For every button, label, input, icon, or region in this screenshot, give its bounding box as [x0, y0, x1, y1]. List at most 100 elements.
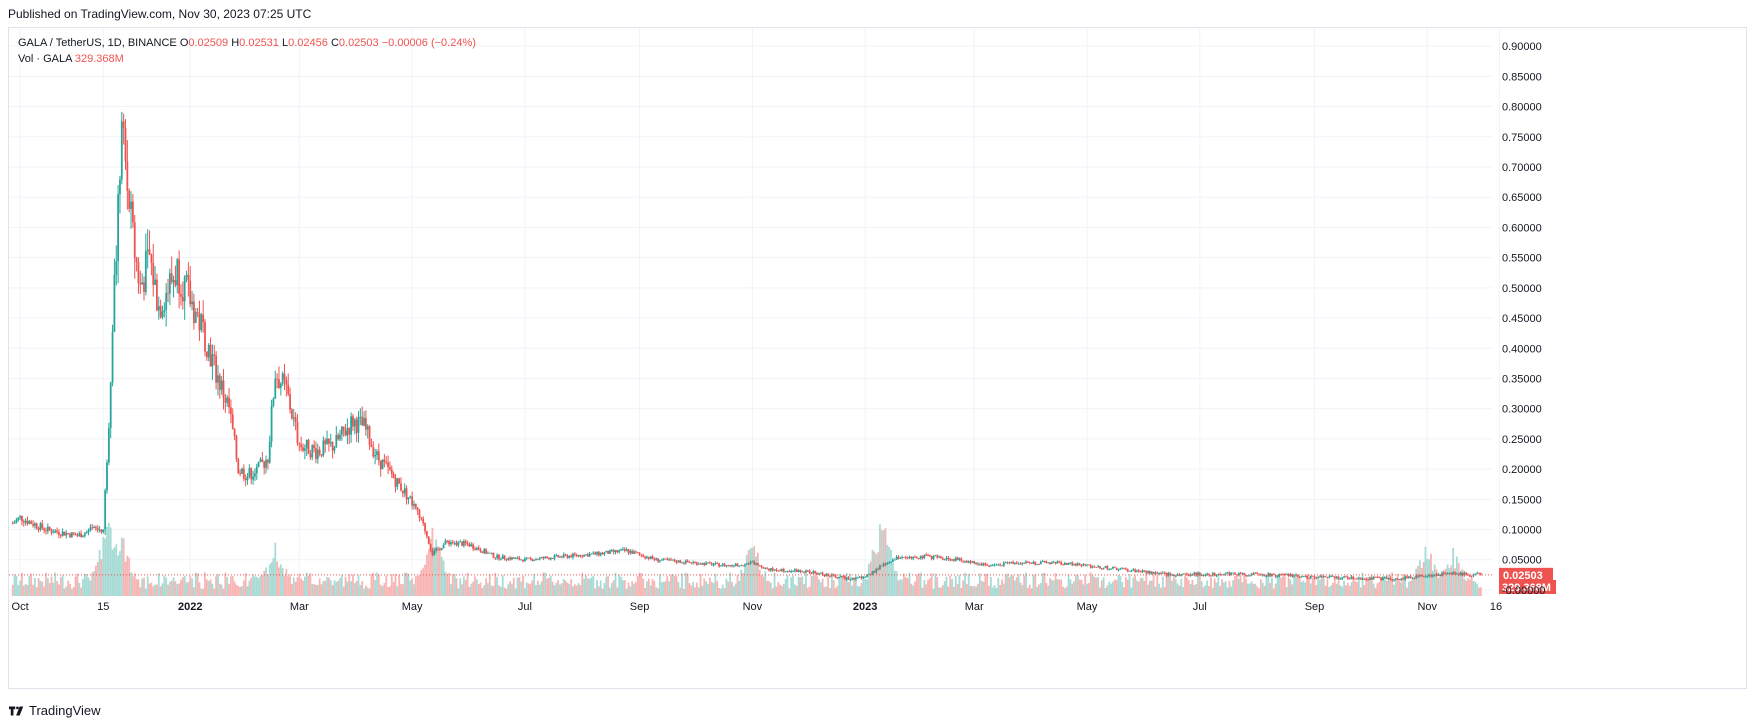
tradingview-brand[interactable]: TradingView: [9, 703, 101, 718]
volume-bar: [1091, 575, 1094, 596]
volume-bar: [575, 585, 578, 596]
candle-body: [673, 559, 676, 562]
volume-bar: [1082, 584, 1085, 596]
volume-bar: [880, 530, 883, 596]
x-tick-label: Sep: [630, 601, 650, 613]
volume-bar: [1448, 568, 1451, 596]
candle-body: [1463, 572, 1466, 576]
volume-bar: [1367, 577, 1370, 596]
volume-bar: [548, 577, 550, 596]
volume-bar: [1141, 577, 1144, 596]
candle-body: [594, 552, 597, 555]
candle-body: [218, 375, 221, 390]
candle-body: [1198, 572, 1201, 576]
candle-body: [462, 541, 465, 546]
candle-body: [853, 577, 855, 580]
candle-body: [115, 261, 118, 275]
candle-body: [1291, 574, 1294, 577]
candle-body: [333, 447, 336, 451]
volume-bar: [464, 579, 467, 596]
volume-bar: [533, 573, 536, 596]
candle-body: [609, 550, 611, 554]
candle-body: [259, 459, 262, 462]
volume-bar: [708, 577, 711, 596]
candle-body: [229, 407, 232, 415]
grid-layer: [9, 28, 1500, 596]
candle-body: [620, 549, 622, 551]
candle-body: [50, 529, 53, 533]
volume-bar: [11, 584, 14, 596]
candle-body: [196, 312, 199, 313]
volume-bar: [255, 576, 258, 596]
candle-body: [24, 520, 27, 523]
volume-bar: [1243, 572, 1246, 596]
candle-body: [65, 533, 68, 536]
candle-body: [180, 293, 182, 297]
candle-body: [1261, 574, 1264, 576]
volume-bar: [742, 573, 745, 596]
candle-body: [599, 552, 602, 556]
volume-bar: [995, 587, 998, 596]
candle-body: [1115, 567, 1118, 571]
candle-body: [818, 573, 820, 575]
candle-body: [727, 565, 730, 567]
candle-body: [573, 553, 576, 555]
candle-body: [357, 417, 360, 433]
candle-body: [1313, 576, 1316, 578]
symbol-label[interactable]: GALA / TetherUS, 1D, BINANCE: [18, 37, 177, 49]
candle-body: [969, 561, 972, 563]
candle-body: [1182, 573, 1185, 575]
volume-bar: [527, 583, 530, 596]
volume-bar: [707, 584, 709, 596]
candle-body: [873, 571, 876, 573]
volume-bar: [152, 586, 155, 596]
volume-bar: [524, 588, 526, 596]
volume-bar: [1241, 582, 1244, 596]
volume-bar: [468, 586, 471, 596]
volume-bar: [827, 572, 830, 596]
volume-bar: [978, 573, 981, 596]
volume-bar: [560, 583, 563, 596]
candle-body: [1017, 563, 1020, 565]
volume-bar: [331, 585, 334, 596]
candle-body: [1443, 572, 1445, 574]
volume-bar: [1213, 578, 1216, 596]
volume-bar: [1026, 587, 1029, 596]
candle-body: [233, 429, 236, 436]
candle-body: [879, 565, 881, 570]
volume-bar: [792, 575, 794, 596]
volume-bar: [729, 572, 732, 596]
volume-bar: [1014, 580, 1016, 596]
volume-bar: [1010, 575, 1013, 596]
volume-bar: [812, 576, 815, 596]
candle-body: [699, 563, 702, 565]
volume-bar: [224, 572, 227, 596]
volume-bar: [1409, 581, 1412, 596]
volume-bar: [971, 586, 974, 596]
candle-body: [917, 558, 920, 560]
volume-bar: [607, 576, 610, 596]
candle-body: [553, 555, 556, 559]
volume-bar: [886, 544, 889, 596]
candle-body: [400, 483, 402, 491]
candle-body: [305, 439, 308, 449]
candle-body: [226, 397, 229, 403]
candle-body: [1369, 578, 1371, 580]
volume-bar: [1282, 573, 1284, 596]
volume-label[interactable]: Vol · GALA: [18, 53, 72, 65]
candle-body: [442, 544, 445, 549]
candle-body: [422, 518, 425, 524]
candle-body: [581, 556, 584, 558]
candle-body: [507, 557, 510, 560]
candle-body: [1365, 578, 1368, 580]
candle-body: [1322, 576, 1325, 578]
candle-body: [270, 405, 273, 442]
candle-body: [311, 445, 314, 458]
volume-badge-label: 329.368M: [1502, 582, 1551, 594]
candle-body: [597, 551, 600, 556]
candle-body: [131, 201, 134, 223]
candle-body: [52, 532, 55, 534]
candle-body: [518, 557, 521, 560]
candle-body: [965, 561, 968, 563]
